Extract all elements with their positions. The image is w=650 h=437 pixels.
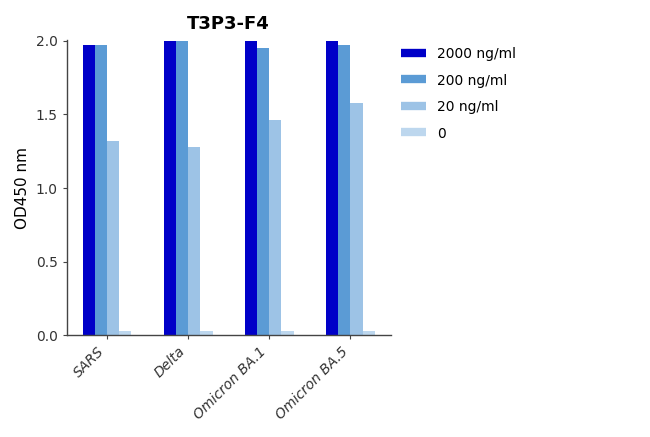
Title: T3P3-F4: T3P3-F4: [187, 15, 270, 33]
Y-axis label: OD450 nm: OD450 nm: [15, 147, 30, 229]
Bar: [269, 120, 281, 335]
Legend: 2000 ng/ml, 200 ng/ml, 20 ng/ml, 0: 2000 ng/ml, 200 ng/ml, 20 ng/ml, 0: [401, 47, 516, 141]
Bar: [95, 45, 107, 335]
Bar: [338, 45, 350, 335]
Bar: [245, 41, 257, 335]
Bar: [164, 41, 176, 335]
Bar: [107, 141, 120, 335]
Bar: [83, 45, 95, 335]
Bar: [257, 48, 269, 335]
Bar: [281, 331, 294, 335]
Bar: [188, 147, 200, 335]
Bar: [350, 103, 363, 335]
Bar: [363, 331, 374, 335]
Bar: [176, 41, 188, 335]
Bar: [326, 41, 338, 335]
Bar: [200, 331, 213, 335]
Bar: [120, 331, 131, 335]
